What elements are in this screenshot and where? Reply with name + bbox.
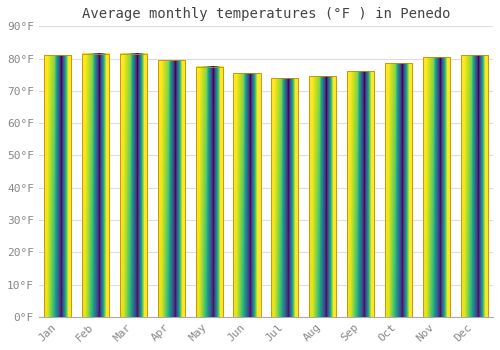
Title: Average monthly temperatures (°F ) in Penedo: Average monthly temperatures (°F ) in Pe… [82,7,450,21]
Bar [460,55,488,317]
Bar [158,60,185,317]
Bar [196,66,223,317]
Bar [347,71,374,317]
Bar [82,54,109,317]
Bar [44,55,72,317]
Bar [271,78,298,317]
Bar [422,57,450,317]
Bar [385,63,412,317]
Bar [234,73,260,317]
Bar [309,76,336,317]
Bar [120,54,147,317]
